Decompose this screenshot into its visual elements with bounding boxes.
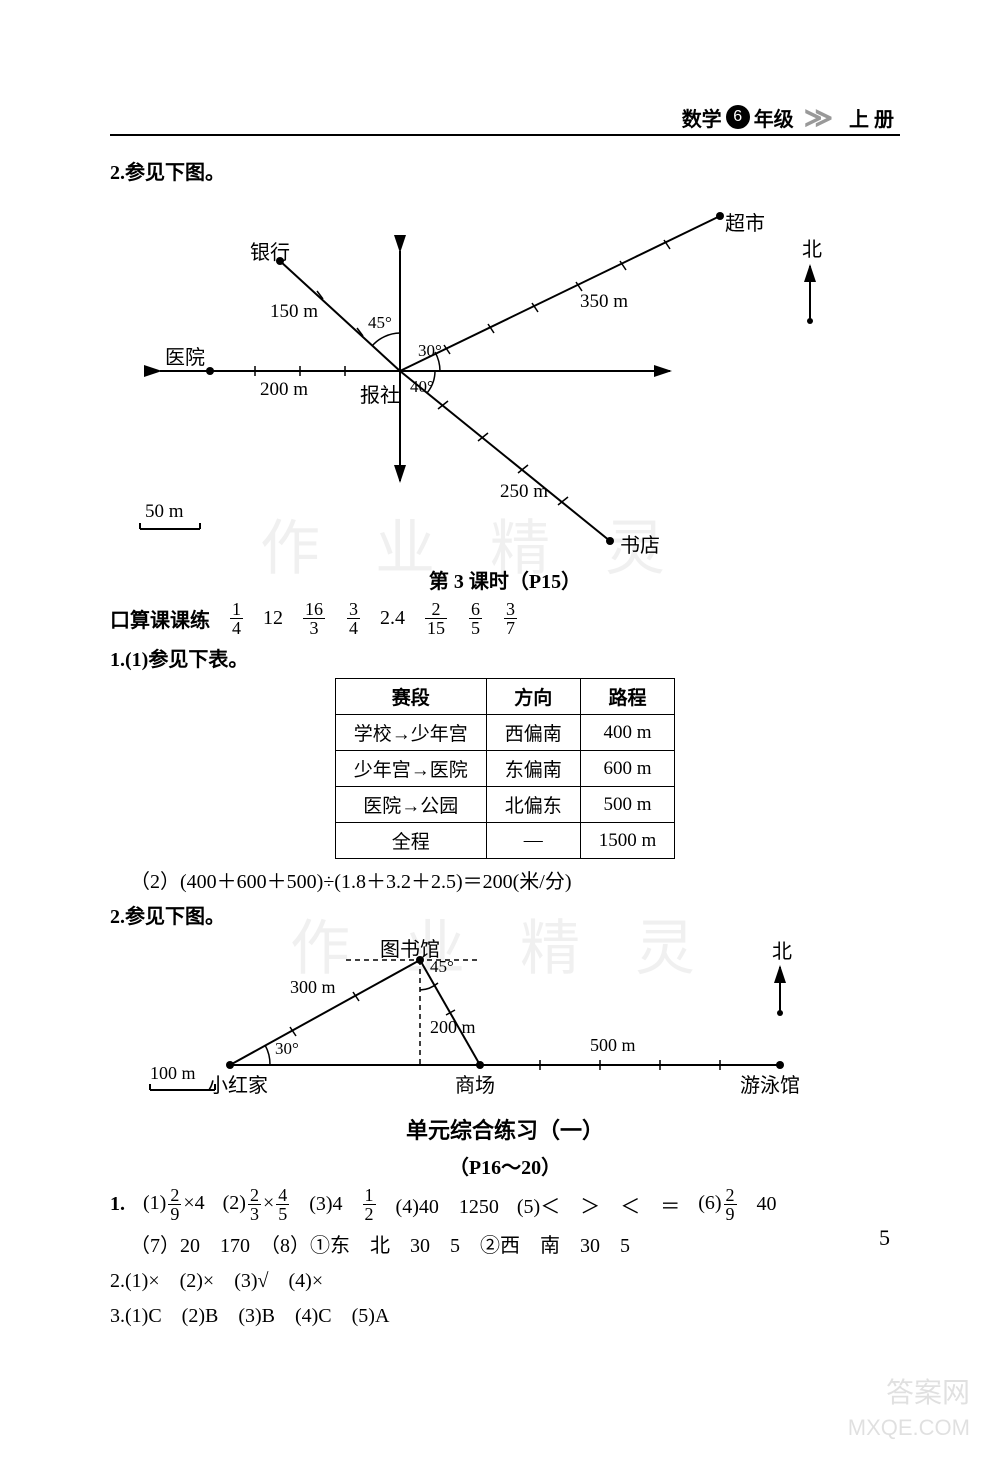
- page-number: 5: [879, 1225, 890, 1251]
- chevron-icon: ≫: [804, 101, 833, 134]
- d1-supermarket: 超市: [725, 207, 765, 236]
- d1-bookstore: 书店: [620, 529, 660, 558]
- q1-table-intro: 1.(1)参见下表。: [110, 643, 900, 672]
- d2-30: 30°: [275, 1039, 299, 1059]
- q2-mid: 2.参见下图。: [110, 900, 900, 929]
- page-header: 数学 6 年级 ≫ 上 册: [110, 100, 900, 136]
- corner-wm-2: MXQE.COM: [848, 1415, 970, 1441]
- d1-30: 30°: [418, 341, 442, 361]
- a1-6b: 40: [757, 1193, 777, 1216]
- unit-title: 单元综合练习（一）: [110, 1113, 900, 1145]
- header-grade-circle: 6: [726, 105, 750, 129]
- a1-4: (4)40 1250: [396, 1190, 499, 1219]
- q2-top-text: 2.参见下图。: [110, 156, 900, 185]
- d1-scale: 50 m: [145, 501, 184, 523]
- d2-scale: 100 m: [150, 1063, 196, 1084]
- diagram-1: 超市 银行 医院 报社 书店 北 150 m 200 m 350 m 250 m…: [110, 191, 900, 571]
- ans-1b: （7）20 170 （8）①东 北 30 5 ②西 南 30 5: [130, 1229, 900, 1258]
- d1-hospital: 医院: [165, 341, 205, 370]
- mental-row: 口算课课练 14 12 163 34 2.4 215 65 37: [110, 600, 900, 637]
- d2-pool: 游泳馆: [740, 1069, 800, 1098]
- header-volume: 上 册: [843, 101, 900, 134]
- a1p: 1.: [110, 1193, 125, 1216]
- a1-3: (3)4: [309, 1193, 342, 1216]
- d1-north: 北: [802, 233, 822, 262]
- a1-5: (5)＜ ＞ ＜ ＝: [517, 1190, 680, 1219]
- d2-xiaohong: 小红家: [208, 1069, 268, 1098]
- mental-label: 口算课课练: [110, 604, 210, 633]
- d1-200m: 200 m: [260, 379, 308, 401]
- d1-45: 45°: [368, 313, 392, 333]
- th-1: 赛段: [335, 679, 486, 715]
- th-2: 方向: [486, 679, 580, 715]
- unit-pages: （P16～20）: [110, 1151, 900, 1180]
- d2-500: 500 m: [590, 1035, 636, 1056]
- d1-bank: 银行: [250, 236, 290, 265]
- d2-45: 45°: [430, 957, 454, 977]
- d1-250m: 250 m: [500, 481, 548, 503]
- header-subject: 数学: [682, 103, 722, 132]
- diagram-2: 图书馆 小红家 商场 游泳馆 北 300 m 200 m 500 m 30° 4…: [110, 935, 900, 1105]
- d2-200: 200 m: [430, 1017, 476, 1038]
- d2-300: 300 m: [290, 977, 336, 998]
- ans-3: 3.(1)C (2)B (3)B (4)C (5)A: [110, 1299, 900, 1328]
- corner-wm-1: 答案网: [886, 1371, 970, 1411]
- d2-north: 北: [772, 935, 792, 964]
- mv5: 2.4: [380, 607, 405, 630]
- d1-150m: 150 m: [270, 301, 318, 323]
- ans-2: 2.(1)× (2)× (3)√ (4)×: [110, 1264, 900, 1293]
- d1-40: 40°: [410, 377, 434, 397]
- ans-row-1: 1. (1)29×4 (2)23×45 (3)4 12 (4)40 1250 (…: [110, 1186, 900, 1223]
- header-grade-suffix: 年级: [754, 103, 794, 132]
- d2-mall: 商场: [455, 1069, 495, 1098]
- d1-350m: 350 m: [580, 291, 628, 313]
- th-3: 路程: [580, 679, 675, 715]
- d1-press: 报社: [360, 379, 400, 408]
- q1-2: （2）(400＋600＋500)÷(1.8＋3.2＋2.5)＝200(米/分): [130, 865, 900, 894]
- mv2: 12: [263, 607, 283, 630]
- route-table: 赛段 方向 路程 学校→少年宫西偏南400 m 少年宫→医院东偏南600 m 医…: [335, 678, 676, 859]
